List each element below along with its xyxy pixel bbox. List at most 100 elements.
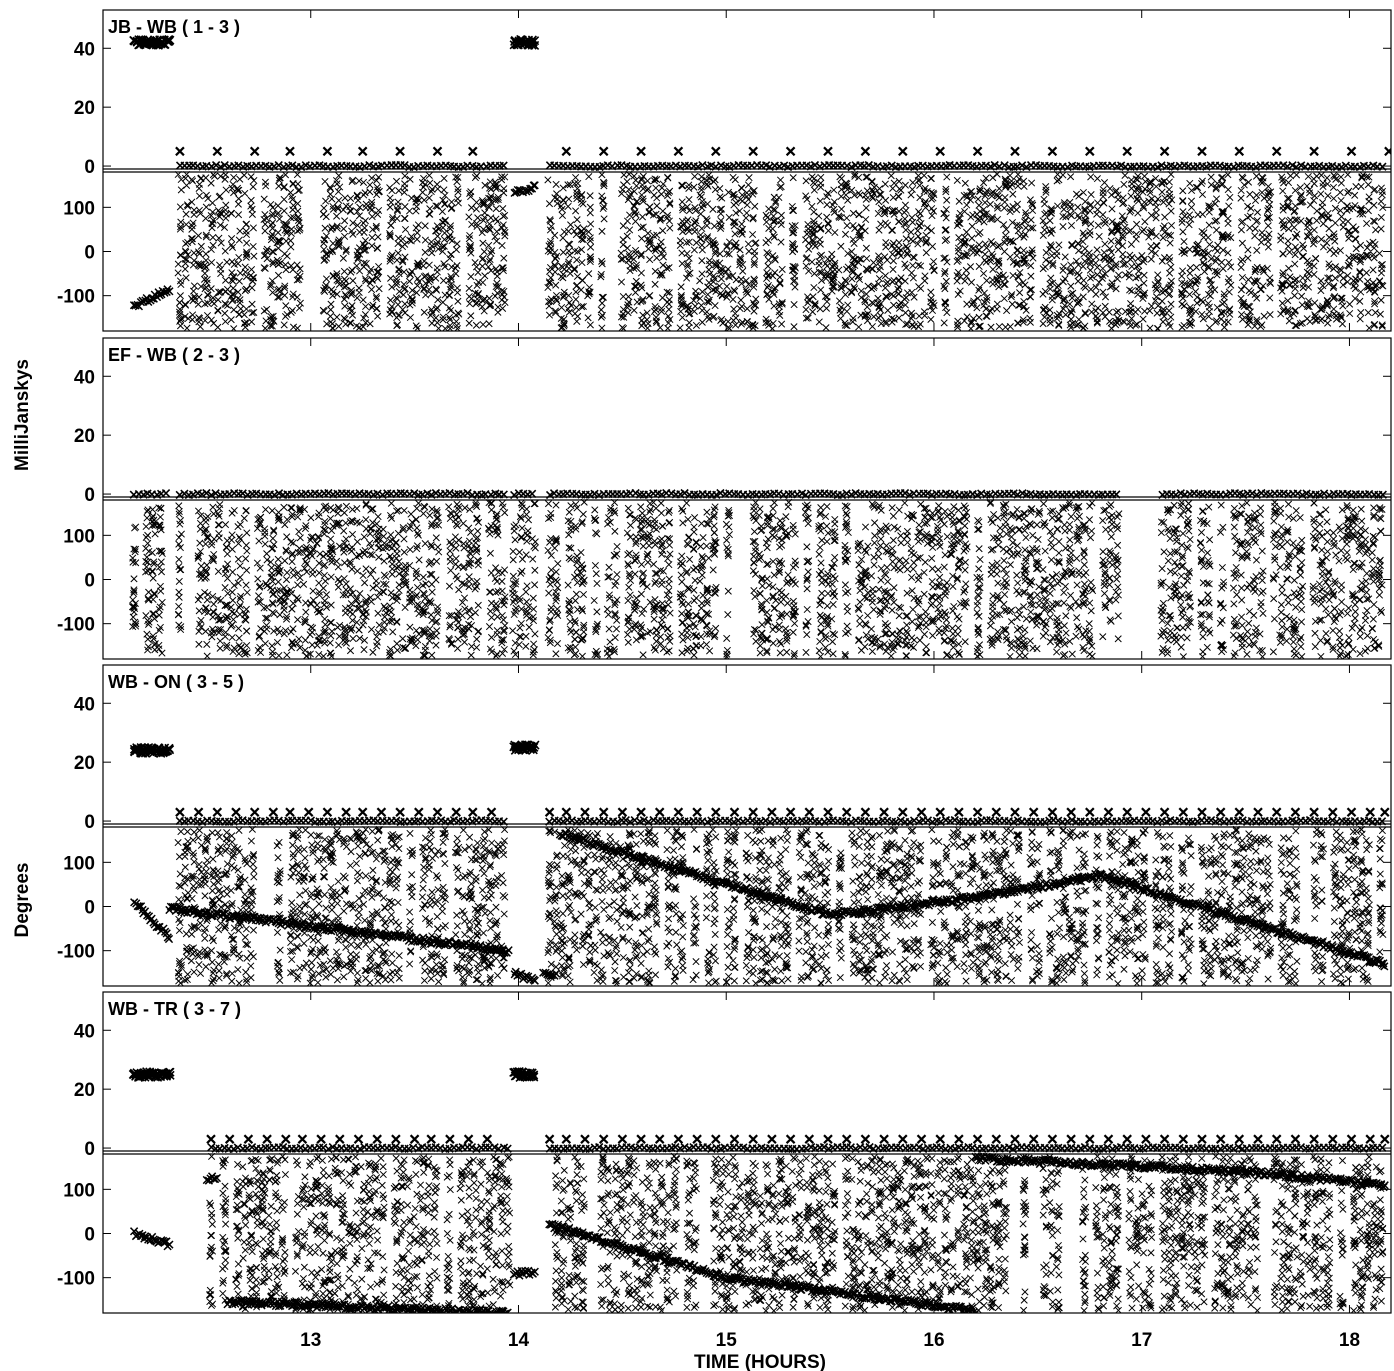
phase-point — [1086, 266, 1094, 274]
phase-point — [908, 321, 916, 329]
phase-point — [1186, 269, 1194, 277]
phase-point — [743, 201, 751, 209]
phase-point — [242, 273, 251, 281]
phase-point — [301, 618, 309, 626]
phase-point — [294, 616, 302, 624]
phase-point — [875, 198, 883, 206]
phase-point — [184, 314, 192, 323]
phase-point — [698, 173, 706, 181]
phase-point — [1303, 182, 1311, 190]
phase-point — [1134, 273, 1142, 281]
phase-point — [368, 201, 376, 209]
phase-point — [432, 227, 440, 235]
phase-point — [1079, 262, 1087, 270]
phase-point — [1356, 256, 1365, 264]
phase-point — [863, 254, 871, 263]
phase-point — [1205, 303, 1213, 311]
phase-point — [632, 176, 640, 184]
phase-point — [217, 239, 225, 247]
phase-point — [902, 294, 910, 302]
phase-point — [321, 287, 329, 295]
phase-point — [1264, 222, 1272, 230]
phase-point — [202, 256, 210, 264]
phase-point — [362, 302, 370, 311]
phase-point — [488, 247, 496, 255]
phase-point — [195, 293, 203, 301]
phase-point — [157, 568, 166, 576]
phase-point — [809, 179, 817, 187]
phase-point — [1291, 307, 1299, 315]
phase-point — [181, 301, 190, 309]
phase-point — [995, 259, 1003, 267]
phase-point — [1061, 253, 1069, 261]
phase-point — [823, 201, 831, 209]
phase-point — [1291, 276, 1299, 284]
phase-point — [340, 509, 348, 517]
phase-point — [573, 272, 582, 280]
phase-point — [235, 195, 243, 203]
phase-point — [262, 579, 270, 588]
phase-point — [374, 268, 382, 276]
phase-point — [875, 314, 883, 322]
phase-point — [425, 285, 433, 294]
phase-point — [1081, 219, 1089, 227]
phase-point — [639, 195, 647, 203]
phase-point — [736, 246, 744, 254]
amplitude-point — [1271, 146, 1282, 157]
phase-point — [752, 295, 760, 303]
phase-point — [347, 319, 355, 327]
phase-point — [1060, 201, 1068, 209]
phase-point — [749, 215, 757, 223]
phase-point — [175, 577, 183, 585]
phase-point — [448, 263, 456, 271]
phase-point — [685, 238, 693, 246]
phase-point — [881, 206, 889, 214]
phase-point — [763, 290, 771, 298]
phase-point — [274, 238, 283, 246]
phase-point — [1145, 233, 1153, 241]
phase-point — [1106, 283, 1114, 291]
phase-point — [196, 547, 204, 556]
phase-point — [1246, 190, 1254, 198]
phase-point — [149, 505, 157, 514]
phase-point — [348, 530, 357, 538]
phase-point — [1264, 182, 1272, 190]
phase-point — [1119, 194, 1127, 202]
phase-point — [1000, 204, 1008, 212]
phase-point — [586, 288, 594, 296]
phase-point — [401, 253, 409, 261]
phase-point — [395, 266, 403, 274]
phase-point — [1344, 272, 1352, 280]
phase-series — [129, 170, 1387, 331]
phase-point — [744, 181, 752, 189]
panel-title: JB - WB ( 1 - 3 ) — [108, 17, 240, 37]
phase-point — [982, 174, 990, 182]
phase-point — [559, 234, 567, 242]
phase-point — [322, 281, 330, 289]
phase-tick-label: -100 — [57, 615, 95, 636]
phase-point — [348, 311, 357, 319]
phase-point — [775, 300, 783, 308]
phase-point — [1356, 252, 1364, 260]
phase-point — [1217, 309, 1225, 317]
phase-point — [1047, 274, 1055, 282]
phase-point — [738, 191, 746, 199]
phase-point — [471, 174, 479, 182]
phase-point — [236, 535, 245, 543]
phase-point — [894, 248, 902, 257]
phase-point — [993, 202, 1001, 210]
phase-point — [704, 283, 712, 291]
phase-point — [342, 580, 350, 588]
phase-point — [683, 249, 691, 258]
phase-point — [585, 270, 593, 278]
phase-point — [295, 528, 303, 536]
phase-point — [976, 283, 984, 291]
phase-point — [319, 306, 327, 314]
phase-point — [346, 585, 354, 593]
phase-point — [705, 266, 713, 274]
phase-point — [903, 250, 912, 258]
phase-point — [716, 259, 724, 267]
phase-point — [132, 559, 140, 567]
phase-point — [730, 286, 738, 294]
phase-point — [587, 255, 595, 263]
